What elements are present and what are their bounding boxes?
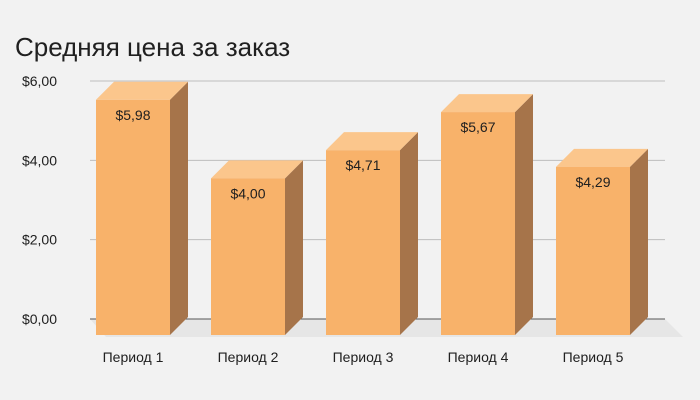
bar-top: [556, 148, 648, 167]
bar-side: [170, 81, 188, 335]
bar: [441, 94, 533, 335]
data-label: $5,98: [115, 107, 150, 123]
x-tick-label: Период 2: [218, 349, 279, 365]
y-tick-label: $4,00: [22, 152, 57, 168]
bar-front: [441, 112, 515, 335]
x-tick-label: Период 4: [448, 349, 509, 365]
y-tick-label: $2,00: [22, 232, 57, 248]
bar: [96, 81, 188, 335]
bar-top: [326, 132, 418, 151]
x-tick-label: Период 3: [333, 349, 394, 365]
x-tick-label: Период 1: [103, 349, 164, 365]
bar-side: [400, 132, 418, 335]
chart-title: Средняя цена за заказ: [15, 32, 291, 62]
bar-front: [211, 178, 285, 335]
data-label: $4,71: [345, 157, 380, 173]
y-tick-label: $6,00: [22, 73, 57, 89]
bar: [211, 160, 303, 335]
data-label: $4,00: [230, 185, 265, 201]
bar-front: [556, 166, 630, 335]
y-axis: $0,00 $2,00 $4,00 $6,00: [22, 73, 57, 327]
bar-top: [96, 81, 188, 100]
bar-front: [96, 99, 170, 335]
x-axis: Период 1 Период 2 Период 3 Период 4 Период 5: [103, 349, 624, 365]
x-tick-label: Период 5: [563, 349, 624, 365]
data-label: $5,67: [460, 119, 495, 135]
data-label: $4,29: [575, 174, 610, 190]
bars: $5,98 $4,00 $4,71 $5,67 $4,29: [96, 81, 648, 335]
y-tick-label: $0,00: [22, 311, 57, 327]
bar-side: [630, 148, 648, 335]
bar: [326, 132, 418, 335]
bar-top: [441, 94, 533, 113]
bar-front: [326, 150, 400, 335]
bar-side: [285, 160, 303, 335]
bar: [556, 148, 648, 335]
bar-top: [211, 160, 303, 179]
bar-side: [515, 94, 533, 335]
